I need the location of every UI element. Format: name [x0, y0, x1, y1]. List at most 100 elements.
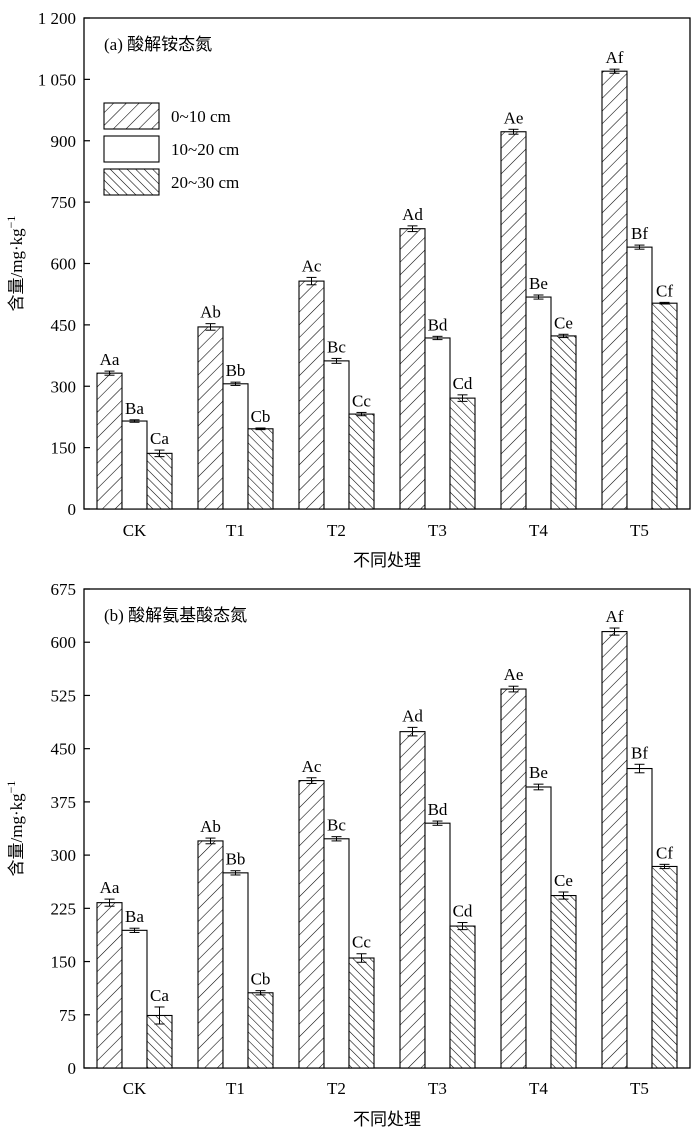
- bar-label: Ab: [200, 303, 221, 322]
- bar: [626, 246, 653, 510]
- bar: [146, 452, 173, 510]
- y-tick-label: 750: [51, 193, 77, 212]
- bar-label: Cb: [251, 970, 271, 989]
- bar: [348, 413, 375, 510]
- legend-swatch: [103, 168, 160, 196]
- bar: [550, 335, 577, 510]
- bar: [500, 131, 527, 510]
- bar-label: Ab: [200, 817, 221, 836]
- y-tick-label: 375: [51, 793, 77, 812]
- bar: [550, 895, 577, 1069]
- legend-label: 20~30 cm: [171, 173, 239, 192]
- x-tick-label: T2: [327, 1079, 346, 1098]
- y-tick-label: 300: [51, 377, 77, 396]
- bar-label: Cf: [656, 843, 673, 862]
- bar-label: Af: [606, 607, 624, 626]
- x-tick-label: T3: [428, 521, 447, 540]
- bar-label: Bc: [327, 816, 346, 835]
- y-axis-title: 含量/mg·kg−1: [4, 781, 27, 877]
- bar: [601, 70, 628, 510]
- bar: [222, 872, 249, 1069]
- bar-label: Cc: [352, 933, 371, 952]
- bar-label: Bf: [631, 743, 648, 762]
- bar-label: Cc: [352, 391, 371, 410]
- x-tick-label: T1: [226, 1079, 245, 1098]
- bar-label: Ba: [125, 907, 144, 926]
- plot-frame: [83, 588, 691, 1069]
- bar: [197, 326, 224, 510]
- bar: [247, 992, 274, 1069]
- bar: [651, 302, 678, 510]
- x-tick-label: T3: [428, 1079, 447, 1098]
- bar: [323, 838, 350, 1069]
- y-tick-label: 0: [68, 500, 77, 519]
- y-tick-label: 0: [68, 1059, 77, 1078]
- bar-label: Bd: [428, 315, 448, 334]
- y-tick-label: 525: [51, 686, 77, 705]
- bar-label: Ad: [402, 706, 423, 725]
- legend-label: 0~10 cm: [171, 107, 231, 126]
- y-tick-label: 600: [51, 255, 77, 274]
- y-tick-label: 150: [51, 953, 77, 972]
- bar: [399, 228, 426, 510]
- bar: [449, 925, 476, 1069]
- chart-a: 0 150 300 450 600 750 900 1 050 1 200 CK Aa Ba Ca T1 A…: [4, 9, 691, 571]
- x-tick-label: CK: [123, 1079, 147, 1098]
- bar: [449, 397, 476, 510]
- bar: [601, 631, 628, 1069]
- bar-label: Bd: [428, 800, 448, 819]
- bar-label: Ca: [150, 986, 169, 1005]
- bar: [121, 420, 148, 510]
- y-tick-label: 450: [51, 316, 77, 335]
- x-tick-label: T1: [226, 521, 245, 540]
- bar: [96, 902, 123, 1069]
- bar-label: Aa: [100, 350, 120, 369]
- legend-swatch: [103, 135, 160, 163]
- y-axis-title: 含量/mg·kg−1: [4, 216, 27, 312]
- chart-title: (a) 酸解铵态氮: [104, 35, 212, 55]
- bar-label: Ae: [504, 108, 524, 127]
- x-tick-label: T4: [529, 521, 548, 540]
- x-tick-label: T4: [529, 1079, 548, 1098]
- bar-label: Ac: [302, 256, 322, 275]
- y-tick-label: 450: [51, 740, 77, 759]
- bar-label: Ce: [554, 313, 573, 332]
- x-tick-label: CK: [123, 521, 147, 540]
- bar-label: Cf: [656, 281, 673, 300]
- bar: [424, 822, 451, 1069]
- bar: [323, 360, 350, 510]
- x-tick-label: T2: [327, 521, 346, 540]
- y-tick-label: 1 050: [38, 70, 76, 89]
- bar: [222, 383, 249, 510]
- bar-label: Ae: [504, 665, 524, 684]
- legend-swatch: [103, 102, 160, 130]
- bar-label: Aa: [100, 878, 120, 897]
- bar-label: Af: [606, 48, 624, 67]
- bar-label: Bb: [226, 850, 246, 869]
- y-tick-label: 75: [59, 1006, 76, 1025]
- y-tick-label: 225: [51, 899, 77, 918]
- x-tick-label: T5: [630, 521, 649, 540]
- bar-label: Cd: [453, 374, 473, 393]
- bar: [96, 372, 123, 510]
- bar: [525, 786, 552, 1069]
- bar: [298, 280, 325, 510]
- bar: [298, 780, 325, 1069]
- bar: [348, 957, 375, 1069]
- plot-frame: [83, 17, 691, 510]
- bar-label: Cd: [453, 902, 473, 921]
- x-axis-title: 不同处理: [353, 551, 421, 571]
- bar: [651, 865, 678, 1069]
- bar-label: Be: [529, 274, 548, 293]
- bar-label: Bb: [226, 361, 246, 380]
- y-tick-label: 600: [51, 633, 77, 652]
- bar-label: Bf: [631, 224, 648, 243]
- y-tick-label: 900: [51, 132, 77, 151]
- legend-label: 10~20 cm: [171, 140, 239, 159]
- y-tick-label: 300: [51, 846, 77, 865]
- x-tick-label: T5: [630, 1079, 649, 1098]
- bar-label: Be: [529, 763, 548, 782]
- bar-label: Ce: [554, 871, 573, 890]
- bar-label: Ad: [402, 205, 423, 224]
- bar-label: Ca: [150, 429, 169, 448]
